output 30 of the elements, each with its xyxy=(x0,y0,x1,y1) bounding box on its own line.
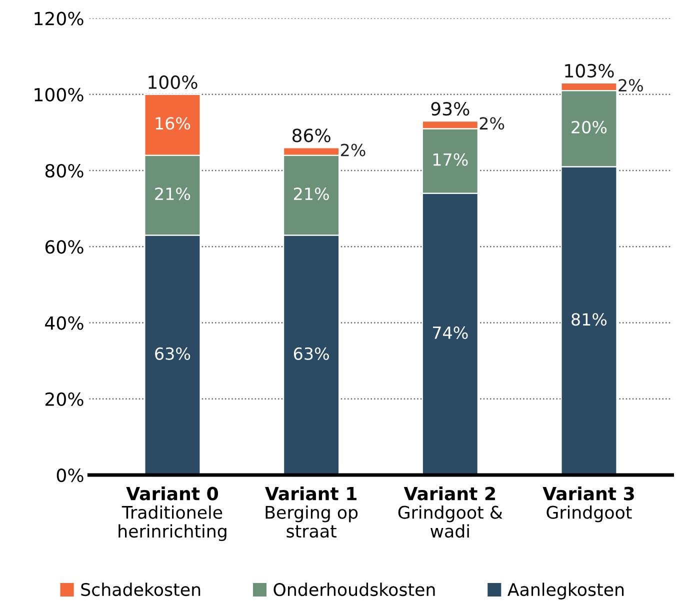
total-label: 103% xyxy=(565,64,614,78)
data-label: 21% xyxy=(294,187,329,200)
total-label: 93% xyxy=(431,102,470,116)
data-label: 63% xyxy=(155,347,190,360)
y-tick-label: 100% xyxy=(34,88,84,102)
y-tick-label: 0% xyxy=(56,468,84,482)
x-tick-label: Variant 1 Berging op straat xyxy=(265,486,358,538)
y-tick-label: 20% xyxy=(46,392,84,406)
data-label: 81% xyxy=(572,313,607,326)
data-label: 21% xyxy=(155,187,190,200)
y-tick-label: 120% xyxy=(34,12,84,26)
data-label: 74% xyxy=(432,326,468,340)
y-tick-label: 40% xyxy=(45,316,84,330)
x-tick-label: Variant 3 Grindgoot xyxy=(542,486,634,522)
legend-label: Onderhoudskosten xyxy=(274,582,435,596)
x-tick-label: Variant 0 Traditionele herinrichting xyxy=(118,486,226,542)
data-label: 2% xyxy=(340,144,366,156)
legend-label: Schadekosten xyxy=(81,582,200,596)
data-label: 2% xyxy=(618,79,643,92)
y-tick-label: 60% xyxy=(45,240,84,254)
data-label: 20% xyxy=(572,120,607,134)
data-label: 16% xyxy=(156,117,190,130)
data-label: 63% xyxy=(294,347,329,360)
legend-label: Aanlegkosten xyxy=(508,582,624,600)
total-label: 86% xyxy=(292,128,330,142)
y-tick-label: 80% xyxy=(45,164,84,178)
data-label: 17% xyxy=(433,153,468,166)
data-label: 2% xyxy=(480,117,504,130)
x-tick-label: Variant 2 Grindgoot & wadi xyxy=(398,486,502,538)
total-label: 100% xyxy=(148,75,198,89)
